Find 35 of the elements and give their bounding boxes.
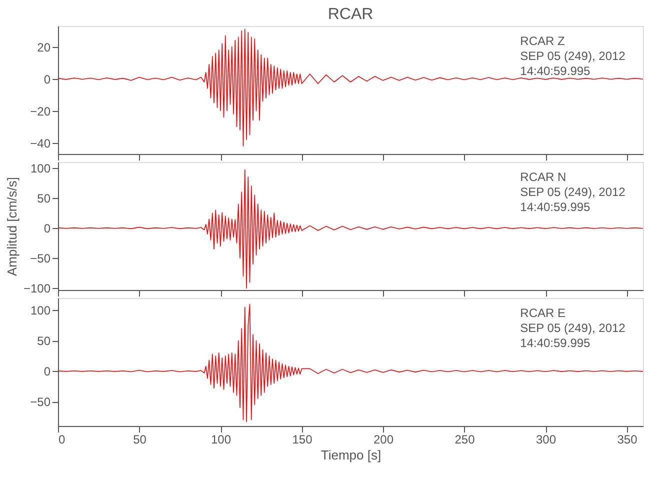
line-series bbox=[58, 28, 643, 146]
y-tick-label: 50 bbox=[37, 192, 51, 206]
y-tick-label: −20 bbox=[30, 104, 51, 118]
x-axis-title: Tiempo [s] bbox=[320, 448, 382, 462]
annotation: 14:40:59.995 bbox=[520, 64, 591, 78]
y-tick-label: 0 bbox=[44, 72, 51, 86]
annotation: 14:40:59.995 bbox=[520, 336, 591, 350]
y-axis-title: Amplitud [cm/s/s] bbox=[4, 177, 20, 276]
annotation: RCAR Z bbox=[520, 34, 565, 48]
annotation: RCAR N bbox=[520, 170, 566, 184]
annotation: RCAR E bbox=[520, 306, 566, 320]
x-tick-label: 300 bbox=[536, 432, 556, 446]
line-series bbox=[58, 304, 643, 422]
annotation: SEP 05 (249), 2012 bbox=[520, 49, 626, 63]
x-tick-label: 50 bbox=[133, 432, 147, 446]
annotation: 14:40:59.995 bbox=[520, 200, 591, 214]
y-tick-label: 0 bbox=[44, 364, 51, 379]
x-tick-label: 250 bbox=[454, 432, 476, 446]
y-tick-label: 100 bbox=[30, 304, 51, 318]
x-tick-label: 100 bbox=[210, 432, 232, 446]
y-tick-label: −50 bbox=[30, 395, 51, 410]
x-tick-label: 350 bbox=[617, 432, 638, 446]
annotation: SEP 05 (249), 2012 bbox=[520, 321, 626, 335]
chart-title: RCAR bbox=[328, 6, 374, 23]
y-tick-label: 50 bbox=[37, 334, 51, 348]
annotation: SEP 05 (249), 2012 bbox=[520, 185, 626, 199]
x-tick-label: 200 bbox=[373, 432, 394, 446]
y-tick-label: −50 bbox=[30, 252, 51, 266]
y-tick-label: −40 bbox=[30, 136, 51, 150]
x-tick-label: 150 bbox=[292, 432, 313, 446]
y-tick-label: 100 bbox=[30, 162, 51, 176]
x-tick-label: 0 bbox=[58, 432, 66, 446]
y-tick-label: −100 bbox=[23, 282, 51, 296]
y-tick-label: 20 bbox=[37, 40, 51, 54]
y-tick-label: 0 bbox=[44, 222, 51, 236]
